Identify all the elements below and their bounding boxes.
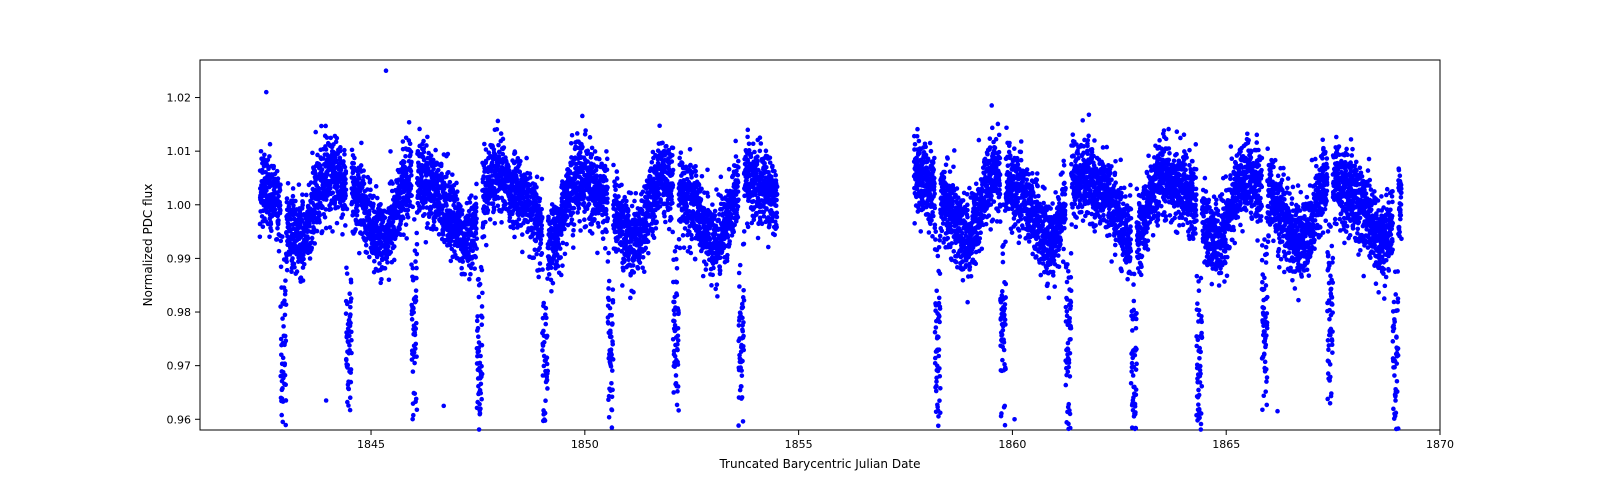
y-axis-label: Normalized PDC flux bbox=[141, 184, 155, 307]
x-tick-label: 1865 bbox=[1212, 438, 1240, 451]
x-tick-label: 1845 bbox=[357, 438, 385, 451]
scatter-points bbox=[258, 68, 1404, 431]
y-tick-label: 0.98 bbox=[167, 306, 192, 319]
x-tick-label: 1870 bbox=[1426, 438, 1454, 451]
y-tick-label: 0.97 bbox=[167, 360, 192, 373]
y-tick-label: 1.02 bbox=[167, 92, 192, 105]
lightcurve-chart: 184518501855186018651870 0.960.970.980.9… bbox=[0, 0, 1600, 500]
x-tick-label: 1860 bbox=[998, 438, 1026, 451]
chart-svg: 184518501855186018651870 0.960.970.980.9… bbox=[0, 0, 1600, 500]
x-tick-label: 1855 bbox=[785, 438, 813, 451]
y-tick-label: 0.96 bbox=[167, 413, 192, 426]
x-axis-label: Truncated Barycentric Julian Date bbox=[718, 457, 920, 471]
y-ticks: 0.96 0.97 0.98 0.99 1.00 1.01 1.02 bbox=[167, 92, 201, 427]
y-tick-label: 0.99 bbox=[167, 252, 192, 265]
x-ticks: 1845 1850 1855 1860 1865 1870 bbox=[357, 430, 1454, 451]
x-tick-label: 1850 bbox=[571, 438, 599, 451]
y-tick-label: 1.01 bbox=[167, 145, 192, 158]
y-tick-label: 1.00 bbox=[167, 199, 192, 212]
